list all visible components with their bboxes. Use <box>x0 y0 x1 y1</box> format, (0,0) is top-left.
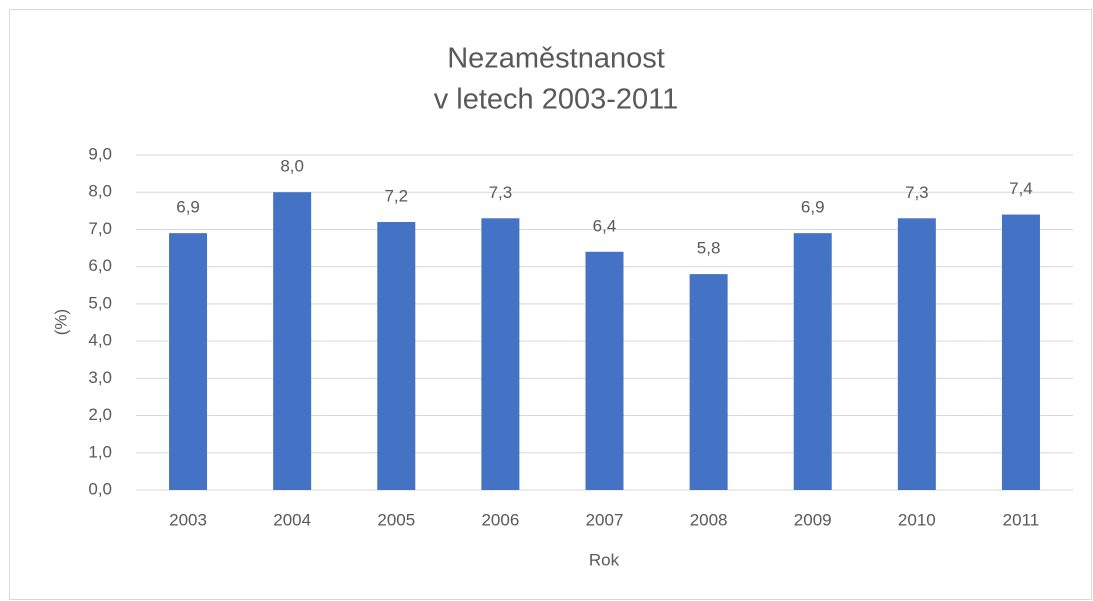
x-tick-label: 2010 <box>898 510 936 529</box>
y-tick-label: 9,0 <box>88 144 112 163</box>
x-axis-label: Rok <box>589 550 620 569</box>
y-tick-label: 1,0 <box>88 442 112 461</box>
data-label: 7,2 <box>384 186 408 205</box>
data-label: 7,3 <box>489 183 513 202</box>
bar <box>897 218 936 490</box>
x-tick-label: 2008 <box>690 510 728 529</box>
y-tick-label: 2,0 <box>88 405 112 424</box>
y-tick-label: 6,0 <box>88 256 112 275</box>
x-tick-label: 2007 <box>586 510 624 529</box>
bar <box>169 233 208 490</box>
x-tick-label: 2009 <box>794 510 832 529</box>
chart-title: v letech 2003-2011 <box>434 84 679 116</box>
bar <box>793 233 832 490</box>
bar <box>689 274 728 490</box>
data-label: 7,3 <box>905 183 929 202</box>
data-label: 5,8 <box>697 239 721 258</box>
y-tick-label: 8,0 <box>88 182 112 201</box>
data-label: 6,4 <box>593 216 617 235</box>
x-tick-label: 2011 <box>1003 510 1040 529</box>
bar <box>1001 214 1040 491</box>
y-tick-label: 5,0 <box>88 293 112 312</box>
y-axis-label: (%) <box>51 309 70 335</box>
chart-title: Nezaměstnanost <box>447 43 665 75</box>
bar <box>481 218 520 490</box>
bar <box>585 251 624 490</box>
data-label: 7,4 <box>1009 179 1033 198</box>
y-tick-label: 4,0 <box>88 331 112 350</box>
data-label: 6,9 <box>801 198 825 217</box>
data-label: 6,9 <box>176 198 200 217</box>
y-tick-label: 3,0 <box>88 368 112 387</box>
x-tick-label: 2005 <box>377 510 415 529</box>
x-tick-label: 2004 <box>273 510 311 529</box>
x-tick-label: 2006 <box>481 510 519 529</box>
y-tick-label: 0,0 <box>88 479 112 498</box>
x-tick-label: 2003 <box>169 510 207 529</box>
data-label: 8,0 <box>280 157 304 176</box>
bar <box>377 222 416 490</box>
bar <box>273 192 312 490</box>
y-tick-label: 7,0 <box>88 219 112 238</box>
